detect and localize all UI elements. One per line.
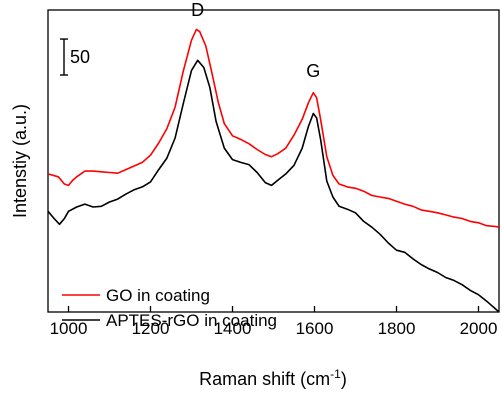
x-axis-title: Raman shift (cm-1) — [199, 367, 347, 389]
legend: GO in coating APTES-rGO in coating — [62, 286, 277, 330]
x-axis-ticks: 1000 1200 1400 1600 1800 2000 — [50, 306, 498, 338]
peak-label-d: D — [191, 0, 204, 20]
x-tick-label: 1400 — [214, 319, 252, 338]
scale-bar-label: 50 — [70, 47, 90, 67]
peak-label-g: G — [306, 61, 320, 81]
x-tick-label: 1000 — [50, 319, 88, 338]
plot-frame — [47, 9, 500, 313]
x-tick-label: 2000 — [460, 319, 498, 338]
series-layer — [47, 28, 500, 313]
legend-label-go: GO in coating — [106, 286, 210, 305]
legend-label-aptes-rgo: APTES-rGO in coating — [106, 311, 277, 330]
series-line-aptes-rgo — [47, 59, 500, 313]
x-tick-label: 1200 — [132, 319, 170, 338]
x-tick-label: 1800 — [378, 319, 416, 338]
scale-bar: 50 — [60, 38, 90, 76]
y-axis-title: Intenstiy (a.u.) — [10, 104, 30, 218]
peak-annotations: DG — [191, 0, 320, 81]
x-tick-label: 1600 — [296, 319, 334, 338]
series-line-go — [47, 28, 500, 228]
